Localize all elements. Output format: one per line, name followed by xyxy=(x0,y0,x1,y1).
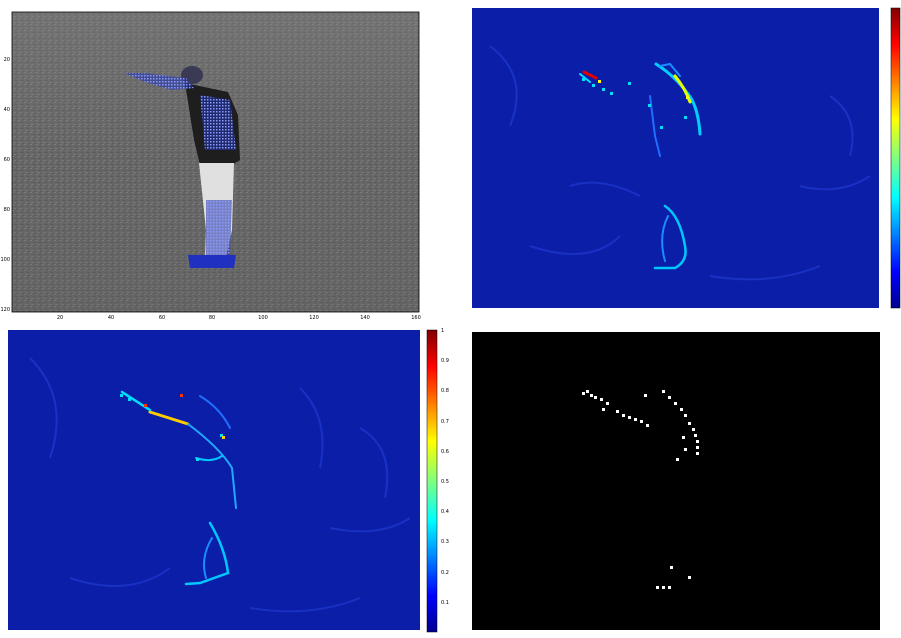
y-tick: 20 xyxy=(4,57,10,63)
person-figure xyxy=(124,66,240,268)
colorbar-tick: 0.1 xyxy=(441,600,449,606)
overlay-plot: 20 40 60 80 100 120 140 160 20 40 60 80 … xyxy=(0,11,421,321)
colorbar-tick: 1 xyxy=(441,328,444,334)
colorbar-bottom xyxy=(426,329,438,633)
colorbar-tick: 0.3 xyxy=(441,539,449,545)
colorbar-tick: 0.9 xyxy=(441,358,449,364)
heatmap-top xyxy=(472,7,901,309)
colorbar-ticks: 1 0.9 0.8 0.7 0.6 0.5 0.4 0.3 0.2 0.1 xyxy=(441,328,449,606)
colorbar-tick: 0.2 xyxy=(441,570,449,576)
colorbar-tick: 0.6 xyxy=(441,449,449,455)
x-tick: 100 xyxy=(258,315,268,321)
x-tick: 20 xyxy=(57,315,63,321)
panel-heatmap-top xyxy=(470,6,901,310)
colorbar-top xyxy=(890,7,901,309)
x-tick: 80 xyxy=(209,315,215,321)
x-tick: 160 xyxy=(411,315,421,321)
panel-grayscale-overlay: 20 40 60 80 100 120 140 160 20 40 60 80 … xyxy=(0,0,430,322)
panel-heatmap-bottom: 1 0.9 0.8 0.7 0.6 0.5 0.4 0.3 0.2 0.1 xyxy=(0,328,465,634)
colorbar-tick: 0.8 xyxy=(441,388,449,394)
x-tick: 40 xyxy=(108,315,114,321)
x-tick: 140 xyxy=(360,315,370,321)
colorbar-tick: 0.4 xyxy=(441,509,449,515)
y-tick: 40 xyxy=(4,107,10,113)
binary-mask xyxy=(472,332,880,630)
x-tick: 60 xyxy=(159,315,165,321)
y-axis-ticks: 20 40 60 80 100 120 xyxy=(0,57,10,313)
panel-binary-mask xyxy=(470,330,882,632)
y-tick: 60 xyxy=(4,157,10,163)
heatmap-bottom: 1 0.9 0.8 0.7 0.6 0.5 0.4 0.3 0.2 0.1 xyxy=(8,328,449,633)
y-tick: 80 xyxy=(4,207,10,213)
colorbar-tick: 0.7 xyxy=(441,419,449,425)
x-axis-ticks: 20 40 60 80 100 120 140 160 xyxy=(57,315,421,321)
colorbar-tick: 0.5 xyxy=(441,479,449,485)
y-tick: 100 xyxy=(0,257,10,263)
y-tick: 120 xyxy=(0,307,10,313)
x-tick: 120 xyxy=(309,315,319,321)
